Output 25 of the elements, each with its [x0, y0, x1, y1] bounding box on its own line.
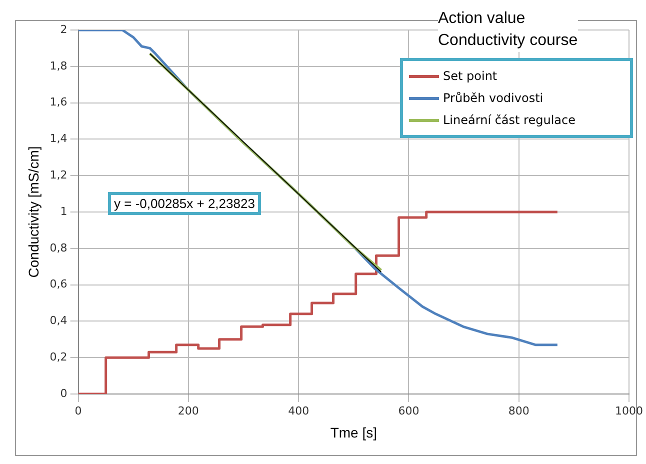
y-tick-label: 0,2 [50, 350, 68, 364]
y-tick-label: 1,6 [50, 96, 68, 109]
y-tick-label: 2 [60, 22, 68, 36]
y-tick-label: 1,8 [50, 59, 68, 72]
annotation: Conductivity course [438, 30, 578, 52]
y-tick-label: 0,8 [50, 241, 68, 254]
x-tick-label: 600 [398, 404, 420, 418]
x-tick-label: 1000 [615, 404, 644, 418]
annotation: y = -0,00285x + 2,23823 [108, 192, 261, 215]
legend-label: Set point [443, 69, 498, 83]
legend-label: Lineární část regulace [443, 113, 576, 127]
y-tick-label: 1,2 [50, 168, 68, 182]
y-tick-label: 0,6 [50, 278, 68, 291]
x-tick-label: 0 [74, 404, 82, 418]
x-axis-title: Tme [s] [330, 424, 377, 440]
x-tick-label: 200 [178, 404, 199, 418]
x-tick-label: 400 [288, 404, 310, 418]
text: Action value [438, 8, 578, 30]
y-tick-label: 1,4 [50, 132, 68, 146]
legend-label: Průběh vodivosti [443, 91, 544, 105]
y-tick-label: 0,4 [50, 314, 68, 328]
y-axis-title: Conductivity [mS/cm] [25, 146, 42, 278]
y-tick-label: 1 [60, 204, 68, 218]
y-tick-label: 0 [60, 386, 68, 400]
x-tick-label: 800 [508, 404, 530, 418]
